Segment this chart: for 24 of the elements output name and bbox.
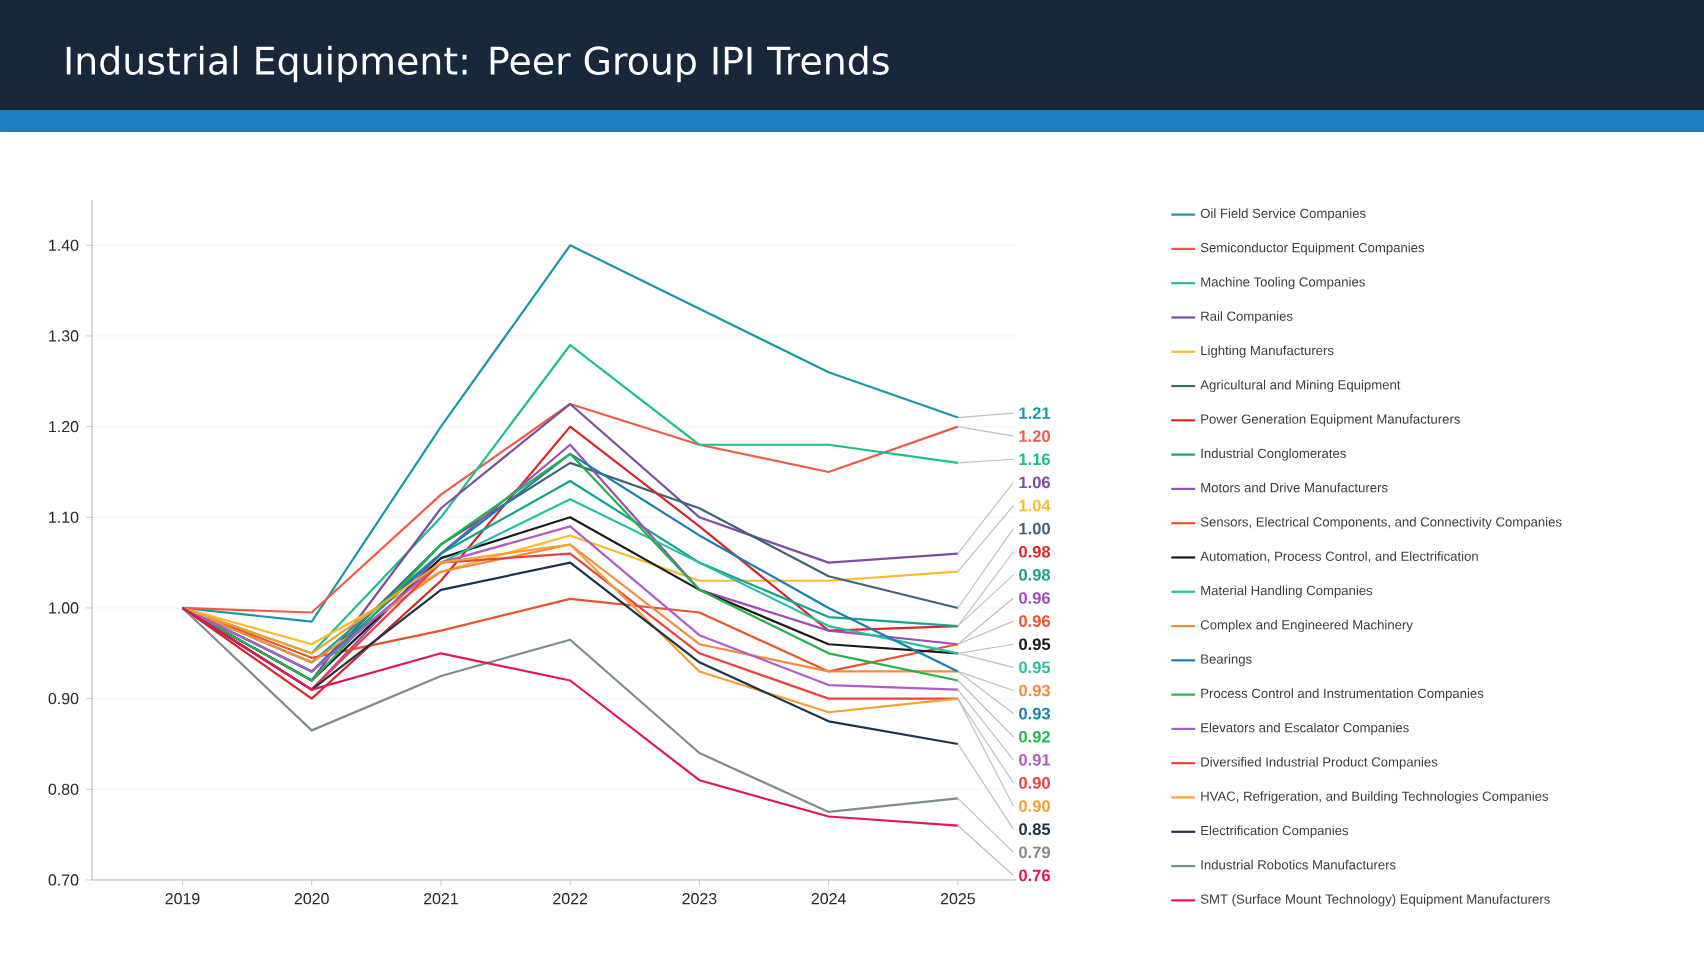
data-label: 1.00 <box>1019 522 1050 535</box>
data-label: 0.96 <box>1019 592 1050 604</box>
data-label: 0.96 <box>1019 615 1050 627</box>
data-label: 1.21 <box>1019 407 1051 419</box>
data-label: 1.20 <box>1019 430 1050 443</box>
data-label: 0.90 <box>1019 777 1050 789</box>
data-label: 1.04 <box>1019 499 1051 512</box>
data-label: 0.93 <box>1019 707 1050 720</box>
data-label: 0.85 <box>1019 823 1051 836</box>
data-label: 0.92 <box>1019 730 1050 743</box>
chart-title: Industrial Equipment: Peer Group IPI Trends <box>66 45 889 83</box>
data-label: 0.98 <box>1019 569 1051 581</box>
data-label: 0.79 <box>1019 846 1050 859</box>
line-series <box>181 534 959 646</box>
data-label: 0.93 <box>1019 684 1050 697</box>
line-series <box>181 402 959 614</box>
data-label: 0.95 <box>1019 638 1051 651</box>
data-label: 1.06 <box>1019 476 1050 489</box>
data-label: 0.76 <box>1019 869 1050 882</box>
data-label: 0.95 <box>1019 661 1051 674</box>
data-label: 0.98 <box>1019 545 1051 558</box>
data-label: 0.91 <box>1019 754 1051 766</box>
data-label: 1.16 <box>1019 453 1050 466</box>
data-label: 0.90 <box>1019 800 1050 812</box>
